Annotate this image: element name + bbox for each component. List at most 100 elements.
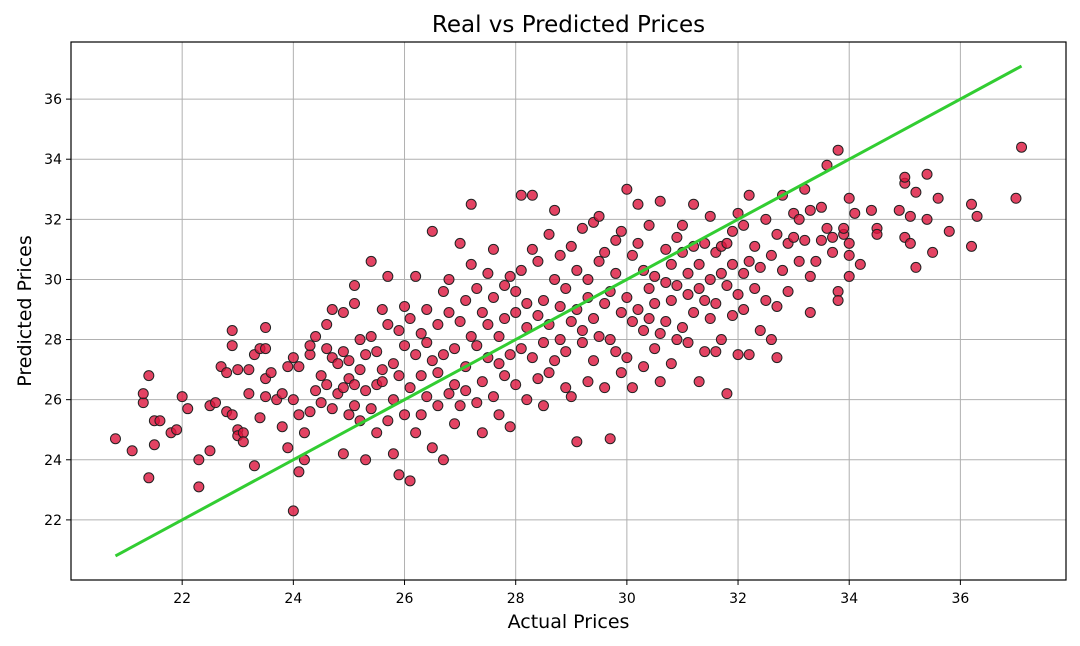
x-tick-label: 24 <box>284 591 302 607</box>
scatter-point <box>665 358 677 370</box>
scatter-point <box>871 228 883 240</box>
scatter-point <box>243 364 255 376</box>
scatter-point <box>337 307 349 319</box>
scatter-point <box>777 264 789 276</box>
scatter-point <box>649 270 661 282</box>
scatter-point <box>476 376 488 388</box>
x-ticks: 22 24 26 28 30 32 34 36 <box>173 580 969 607</box>
y-tick-label: 24 <box>44 453 62 469</box>
scatter-point <box>788 231 800 243</box>
scatter-point <box>432 400 444 412</box>
scatter-point <box>654 328 666 340</box>
scatter-point <box>793 213 805 225</box>
scatter-point <box>754 325 766 337</box>
scatter-point <box>576 222 588 234</box>
scatter-point <box>732 288 744 300</box>
scatter-point <box>293 361 305 373</box>
scatter-point <box>704 210 716 222</box>
scatter-point <box>638 361 650 373</box>
scatter-point <box>404 475 416 487</box>
scatter-point <box>804 307 816 319</box>
scatter-point <box>593 331 605 343</box>
scatter-point <box>966 240 978 252</box>
scatter-point <box>426 355 438 367</box>
scatter-point <box>760 213 772 225</box>
scatter-point <box>582 376 594 388</box>
scatter-point <box>699 294 711 306</box>
scatter-point <box>410 349 422 361</box>
scatter-point <box>588 355 600 367</box>
scatter-point <box>749 240 761 252</box>
scatter-point <box>504 349 516 361</box>
scatter-point <box>927 246 939 258</box>
scatter-point <box>827 231 839 243</box>
scatter-point <box>643 282 655 294</box>
scatter-point <box>521 297 533 309</box>
scatter-point <box>382 415 394 427</box>
scatter-point <box>943 225 955 237</box>
scatter-point <box>576 337 588 349</box>
scatter-point <box>738 267 750 279</box>
scatter-point <box>621 183 633 195</box>
scatter-point <box>310 385 322 397</box>
y-tick-label: 22 <box>44 513 62 529</box>
scatter-point <box>515 343 527 355</box>
scatter-point <box>537 294 549 306</box>
scatter-point <box>193 481 205 493</box>
scatter-point <box>476 307 488 319</box>
scatter-point <box>387 358 399 370</box>
scatter-point <box>704 273 716 285</box>
scatter-point <box>410 270 422 282</box>
scatter-point <box>348 297 360 309</box>
scatter-point <box>193 454 205 466</box>
scatter-point <box>310 331 322 343</box>
scatter-point <box>143 370 155 382</box>
scatter-point <box>399 340 411 352</box>
scatter-point <box>221 367 233 379</box>
scatter-point <box>599 382 611 394</box>
scatter-point <box>554 300 566 312</box>
scatter-point <box>365 331 377 343</box>
scatter-point <box>549 204 561 216</box>
scatter-point <box>588 313 600 325</box>
scatter-point <box>437 349 449 361</box>
scatter-point <box>649 297 661 309</box>
scatter-point <box>554 334 566 346</box>
scatter-point <box>210 397 222 409</box>
scatter-point <box>693 376 705 388</box>
scatter-point <box>699 346 711 358</box>
scatter-point <box>432 319 444 331</box>
scatter-point <box>599 297 611 309</box>
scatter-point <box>843 249 855 261</box>
scatter-point <box>604 334 616 346</box>
y-tick-label: 34 <box>44 152 62 168</box>
scatter-point <box>437 454 449 466</box>
scatter-point <box>593 255 605 267</box>
scatter-point <box>515 189 527 201</box>
scatter-point <box>654 195 666 207</box>
scatter-point <box>154 415 166 427</box>
scatter-point <box>849 207 861 219</box>
scatter-point <box>471 282 483 294</box>
scatter-point <box>1016 141 1028 153</box>
scatter-point <box>526 243 538 255</box>
scatter-point <box>804 270 816 282</box>
scatter-point <box>360 349 372 361</box>
scatter-point <box>626 382 638 394</box>
scatter-point <box>410 427 422 439</box>
scatter-point <box>765 249 777 261</box>
scatter-point <box>343 355 355 367</box>
scatter-point <box>832 144 844 156</box>
scatter-point <box>226 340 238 352</box>
scatter-point <box>893 204 905 216</box>
scatter-point <box>109 433 121 445</box>
x-tick-label: 28 <box>507 591 525 607</box>
scatter-point <box>526 189 538 201</box>
scatter-point <box>476 427 488 439</box>
scatter-point <box>354 364 366 376</box>
scatter-point <box>604 433 616 445</box>
scatter-point <box>804 204 816 216</box>
scatter-point <box>426 442 438 454</box>
scatter-point <box>421 303 433 315</box>
scatter-point <box>738 219 750 231</box>
